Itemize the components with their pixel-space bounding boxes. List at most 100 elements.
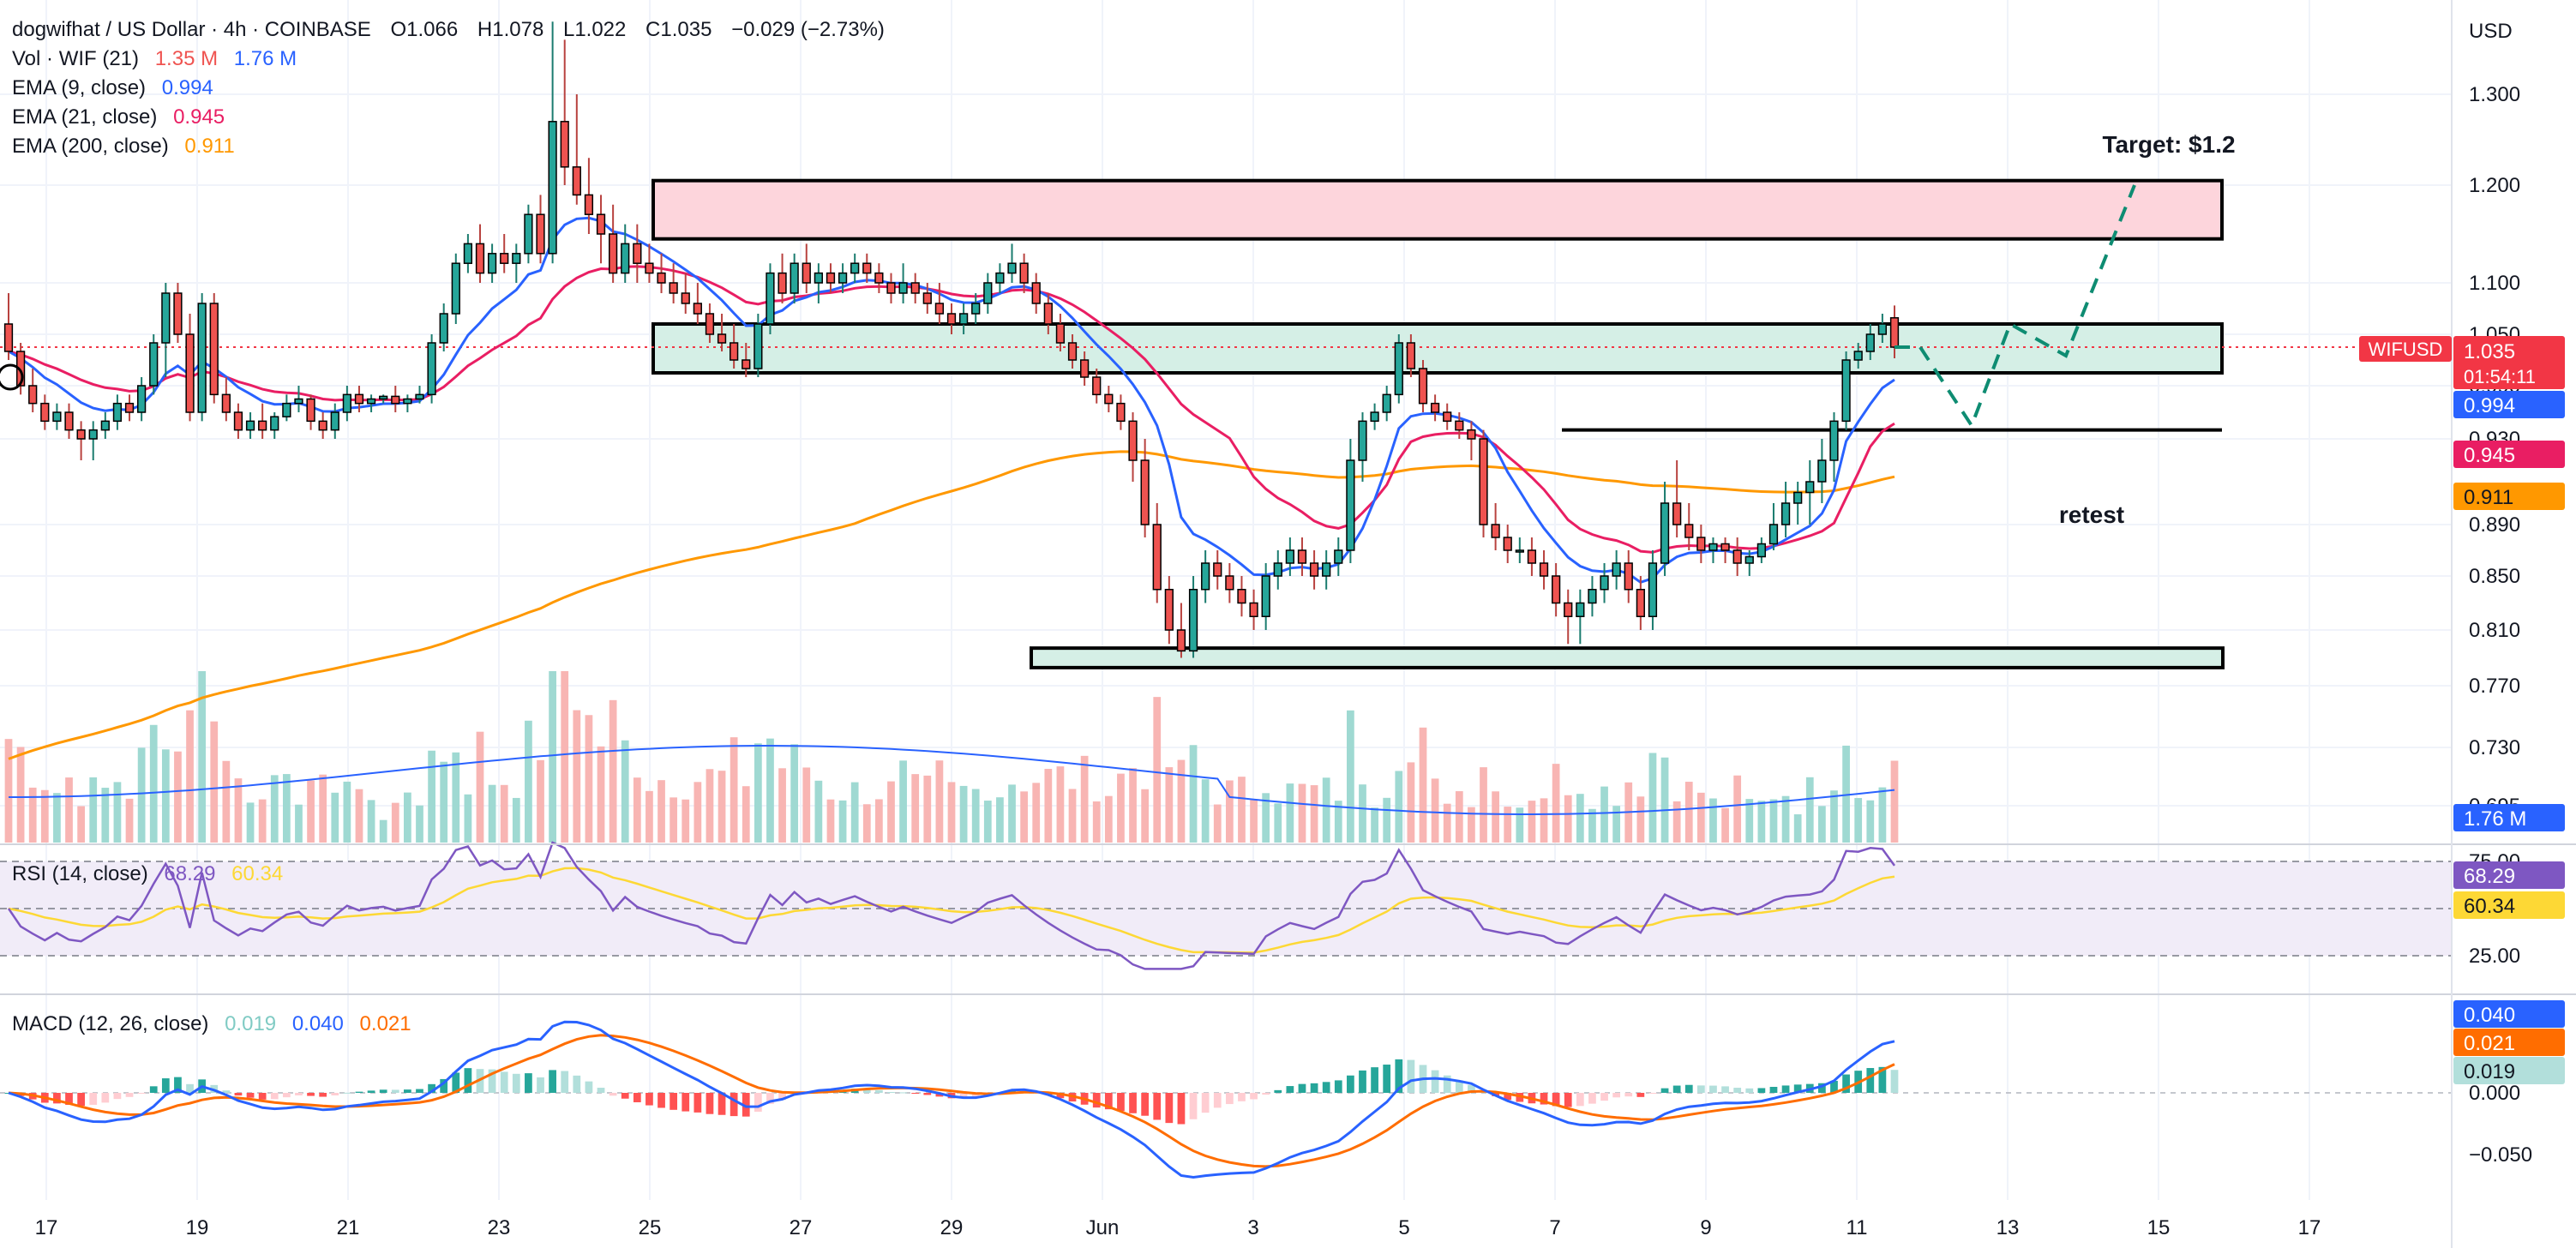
macd-histogram-bar <box>512 1073 520 1093</box>
macd-histogram-bar <box>609 1093 617 1096</box>
candle <box>1237 576 1246 617</box>
volume-bar <box>1805 777 1814 843</box>
candle <box>1067 334 1078 369</box>
macd-histogram-bar <box>367 1090 375 1093</box>
candle-body <box>1877 323 1888 335</box>
volume-bar <box>959 785 968 843</box>
volume-bar <box>1818 806 1826 843</box>
price-tag[interactable]: WIFUSD 1.035 01:54:11 <box>2359 336 2565 389</box>
candle-body <box>1164 589 1174 631</box>
zones-layer <box>0 178 2452 669</box>
macd-histogram-bar <box>1129 1093 1137 1113</box>
candle-body <box>1744 555 1754 564</box>
volume-bar <box>597 746 605 843</box>
legend-ema200[interactable]: EMA (200, close) 0.911 <box>12 135 235 158</box>
candle-body <box>1322 562 1331 577</box>
volume-bar <box>149 724 158 843</box>
volume-bar <box>1443 803 1451 843</box>
volume-bar <box>1612 806 1621 843</box>
currency-label[interactable]: USD <box>2469 20 2513 43</box>
candle-body <box>1334 549 1343 564</box>
candle <box>270 412 279 439</box>
macd-histogram-bar <box>1104 1093 1113 1110</box>
macd-histogram-bar <box>1842 1074 1850 1093</box>
candle <box>1793 482 1803 525</box>
candle-body <box>1865 333 1875 352</box>
rsi-badge: 68.29 <box>2464 865 2515 888</box>
macd-signal-line <box>8 1034 1895 1168</box>
candle <box>1829 412 1839 482</box>
macd-histogram-bar <box>343 1092 351 1094</box>
legend-volume[interactable]: Vol · WIF (21) 1.35 M 1.76 M <box>12 47 297 70</box>
macd-histogram-bar <box>1672 1085 1681 1093</box>
volume-bar <box>1540 798 1548 843</box>
legend-ema21[interactable]: EMA (21, close) 0.945 <box>12 105 225 129</box>
target-label[interactable]: Target: $1.2 <box>2102 131 2235 158</box>
candle-body <box>282 402 291 417</box>
candle-body <box>427 342 436 396</box>
volume-bar <box>1455 791 1463 843</box>
candle-body <box>1672 502 1682 525</box>
macd-histogram-bar <box>282 1093 291 1098</box>
candle <box>40 394 50 430</box>
volume-bar <box>174 751 182 843</box>
macd-histogram-bar <box>1696 1085 1705 1093</box>
macd-histogram-bar <box>1286 1086 1294 1093</box>
candle <box>983 273 993 314</box>
candle <box>1358 412 1367 482</box>
volume-bar <box>1104 795 1113 843</box>
macd-histogram-bar <box>766 1093 774 1104</box>
macd-histogram-bar <box>1443 1075 1451 1093</box>
legend-ema9[interactable]: EMA (9, close) 0.994 <box>12 76 213 99</box>
volume-bar <box>1757 801 1766 843</box>
macd-histogram-bar <box>246 1093 255 1098</box>
volume-bar <box>28 787 37 843</box>
candle-body <box>197 303 207 413</box>
candle <box>1334 537 1343 576</box>
candle <box>669 263 678 303</box>
candle <box>475 224 485 283</box>
macd-tick-label: 0.000 <box>2469 1082 2520 1105</box>
x-tick-label: 27 <box>790 1216 813 1239</box>
legend-rsi[interactable]: RSI (14, close) 68.29 60.34 <box>12 862 283 885</box>
macd-histogram-bar <box>1238 1093 1246 1101</box>
volume-bar <box>1588 808 1596 843</box>
macd-histogram-bar <box>1721 1086 1729 1093</box>
retest-label[interactable]: retest <box>2059 501 2124 528</box>
candle <box>318 412 327 439</box>
candle <box>524 204 533 264</box>
volume-bar <box>1781 795 1790 843</box>
macd-histogram-bar <box>125 1093 134 1097</box>
volume-bar <box>1660 757 1669 843</box>
candle-body <box>52 411 62 423</box>
volume-bar <box>319 774 327 843</box>
macd-histogram-bar <box>113 1093 122 1100</box>
volume-bar <box>1842 745 1850 843</box>
candle <box>1841 351 1851 430</box>
macd-histogram-bar <box>1878 1066 1887 1093</box>
symbol-tag: WIFUSD <box>2369 339 2443 360</box>
macd-histogram-bar <box>1636 1093 1645 1097</box>
volume-bar <box>53 793 61 843</box>
volume-bar <box>101 788 110 843</box>
candle-body <box>850 262 860 274</box>
volume-bar <box>862 804 871 843</box>
candle-body <box>609 233 618 274</box>
macd-histogram-bar <box>875 1089 883 1093</box>
macd-histogram-bar <box>1262 1093 1270 1095</box>
candle-body <box>475 243 485 274</box>
volume-bar <box>234 778 243 843</box>
candle <box>1394 334 1403 404</box>
candle-body <box>1067 342 1078 361</box>
candle <box>1708 537 1718 563</box>
support-zone-bottom <box>1030 646 2225 669</box>
macd-histogram-bar <box>573 1075 581 1093</box>
projection-path <box>1894 184 2136 429</box>
volume-bar <box>838 800 847 843</box>
legend-macd[interactable]: MACD (12, 26, close) 0.019 0.040 0.021 <box>12 1012 411 1035</box>
candle-body <box>40 402 50 423</box>
candle <box>898 263 908 303</box>
volume-bar <box>609 699 617 843</box>
candle <box>633 224 642 283</box>
